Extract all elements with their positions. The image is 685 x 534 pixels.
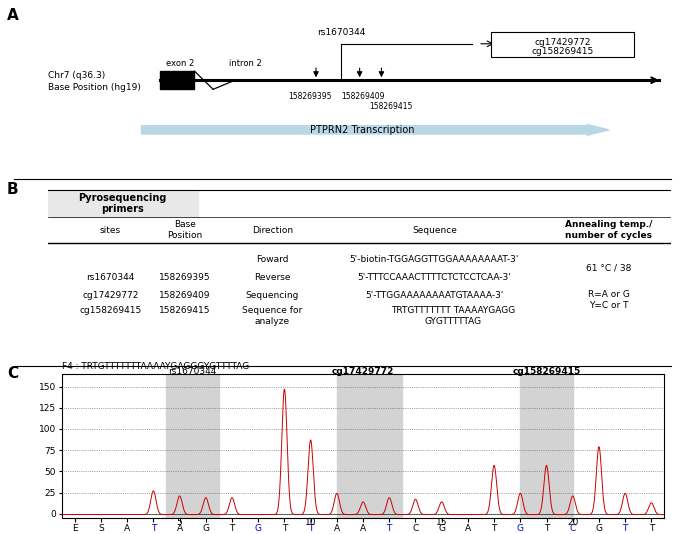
Bar	[490, 32, 634, 57]
Text: Direction: Direction	[252, 225, 293, 234]
Text: Annealing temp./
number of cycles: Annealing temp./ number of cycles	[565, 221, 653, 240]
Text: B: B	[7, 182, 18, 197]
Text: C: C	[7, 366, 18, 381]
Text: rs1670344: rs1670344	[86, 273, 134, 282]
Text: 61 °C / 38: 61 °C / 38	[586, 264, 632, 273]
Text: 5'-TTGGAAAAAAAATGTAAAA-3': 5'-TTGGAAAAAAAATGTAAAA-3'	[365, 291, 503, 300]
Text: Foward: Foward	[256, 255, 288, 264]
Bar	[48, 191, 197, 217]
Text: 158269409: 158269409	[341, 92, 384, 101]
Text: 158269415: 158269415	[160, 306, 211, 315]
Text: Sequencing: Sequencing	[246, 291, 299, 300]
Text: 5'-TTTCCAAACTTTTCTCTCCTCAA-3': 5'-TTTCCAAACTTTTCTCTCCTCAA-3'	[358, 273, 511, 282]
Text: GYGTTTTTAG: GYGTTTTTAG	[425, 317, 482, 326]
Text: TRTGTTTTTTT TAAAAYGAGG: TRTGTTTTTTT TAAAAYGAGG	[391, 306, 515, 315]
Text: intron 2: intron 2	[229, 59, 262, 68]
Text: 158269415: 158269415	[369, 101, 412, 111]
Text: Base Position (hg19): Base Position (hg19)	[48, 83, 141, 92]
FancyArrow shape	[141, 124, 609, 135]
Text: 5: 5	[177, 517, 182, 527]
Text: rs1670344: rs1670344	[169, 367, 217, 376]
Bar	[521, 374, 573, 518]
Text: R=A or G
Y=C or T: R=A or G Y=C or T	[588, 290, 630, 310]
Text: cg17429772: cg17429772	[332, 367, 395, 376]
Text: A: A	[7, 8, 18, 23]
Text: 10: 10	[305, 517, 316, 527]
Text: cg17429772: cg17429772	[82, 291, 138, 300]
Text: sites: sites	[100, 225, 121, 234]
Text: Sequence: Sequence	[412, 225, 457, 234]
Text: Pyrosequencing
primers: Pyrosequencing primers	[79, 193, 167, 215]
Text: Chr7 (q36.3): Chr7 (q36.3)	[48, 70, 105, 80]
Text: Sequence for: Sequence for	[242, 306, 303, 315]
Text: Reverse: Reverse	[254, 273, 290, 282]
Text: 5'-biotin-TGGAGGTTGGAAAAAAAAT-3': 5'-biotin-TGGAGGTTGGAAAAAAAAT-3'	[350, 255, 519, 264]
Bar	[166, 374, 219, 518]
Text: cg158269415: cg158269415	[512, 367, 581, 376]
Text: rs1670344: rs1670344	[316, 28, 365, 37]
Text: cg158269415: cg158269415	[79, 306, 141, 315]
Text: exon 2: exon 2	[166, 59, 195, 68]
Text: 20: 20	[567, 517, 578, 527]
Text: F4 : TRTGTTTTTTTAAAAYGAGGGYGTTTTAG: F4 : TRTGTTTTTTTAAAAYGAGGGYGTTTTAG	[62, 362, 249, 371]
Bar	[160, 71, 195, 89]
Text: cg158269415: cg158269415	[531, 47, 593, 56]
Text: 158269409: 158269409	[160, 291, 211, 300]
Text: Base
Position: Base Position	[167, 221, 203, 240]
Text: 158269395: 158269395	[288, 92, 332, 101]
Text: 158269395: 158269395	[160, 273, 211, 282]
Text: analyze: analyze	[255, 317, 290, 326]
Text: cg17429772: cg17429772	[534, 37, 590, 46]
Text: PTPRN2 Transcription: PTPRN2 Transcription	[310, 125, 415, 135]
Text: 15: 15	[436, 517, 447, 527]
Bar	[337, 374, 402, 518]
